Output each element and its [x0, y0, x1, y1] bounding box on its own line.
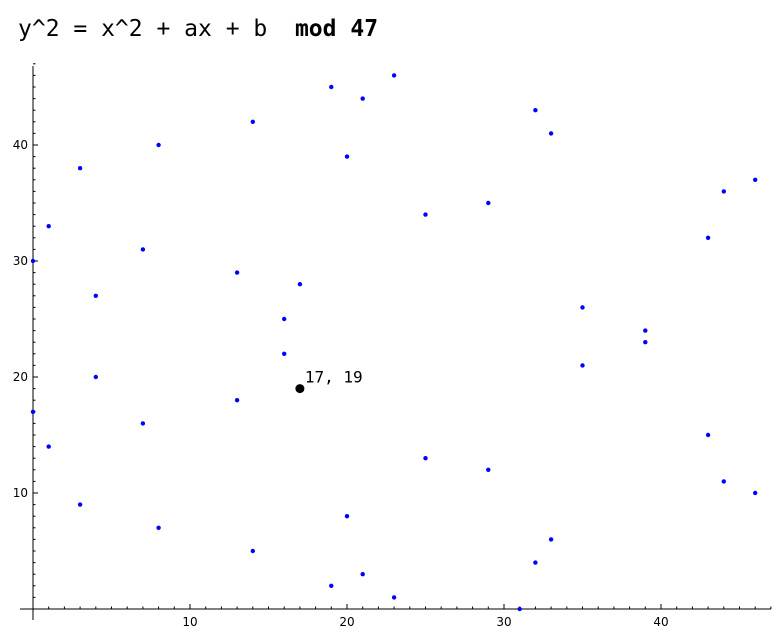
- data-point: [580, 305, 585, 310]
- data-point: [517, 606, 522, 612]
- data-point: [77, 166, 83, 171]
- data-point: [344, 514, 350, 519]
- data-point: [360, 96, 365, 101]
- data-point: [93, 374, 99, 380]
- x-tick-label: 10: [182, 615, 197, 629]
- data-point: [156, 142, 161, 148]
- data-point: [329, 583, 334, 588]
- data-point: [643, 328, 648, 333]
- data-point: [329, 84, 334, 90]
- data-point: [721, 189, 726, 194]
- data-point: [77, 502, 83, 507]
- x-tick-label: 40: [653, 615, 668, 629]
- data-point: [282, 316, 287, 322]
- x-tick-label: 30: [496, 615, 511, 629]
- highlight-label: 17, 19: [305, 368, 363, 387]
- data-point: [423, 212, 428, 217]
- data-point: [46, 224, 51, 229]
- y-tick-label: 40: [13, 138, 28, 152]
- data-point: [391, 73, 397, 78]
- y-tick-label: 10: [13, 486, 28, 500]
- data-point: [753, 490, 758, 496]
- title-modulus: mod 47: [294, 16, 379, 42]
- data-point: [156, 525, 161, 530]
- data-point: [234, 398, 240, 403]
- title-formula: y^2 = x^2 + ax + b: [18, 16, 268, 42]
- data-point: [548, 537, 554, 542]
- data-point: [46, 444, 51, 449]
- data-point: [344, 154, 350, 159]
- data-point: [580, 363, 585, 368]
- data-point: [705, 432, 711, 438]
- data-point: [533, 560, 538, 565]
- data-point: [486, 467, 491, 472]
- data-point: [234, 270, 240, 275]
- data-point: [250, 548, 255, 554]
- axes: [20, 66, 771, 620]
- data-point: [140, 247, 146, 252]
- data-point: [533, 108, 538, 113]
- ticks: 10 20 30 40 10 20 30 40: [13, 63, 772, 629]
- data-point: [548, 131, 554, 136]
- data-point: [486, 200, 491, 206]
- data-point: [93, 293, 99, 298]
- data-point: [360, 572, 365, 577]
- x-tick-label: 20: [339, 615, 354, 629]
- y-tick-label: 30: [13, 254, 28, 268]
- data-points: [30, 73, 758, 612]
- data-point: [643, 340, 648, 345]
- highlight-group: 17, 19: [295, 368, 363, 394]
- highlight-point: [295, 384, 305, 394]
- data-point: [721, 479, 726, 484]
- y-tick-label: 20: [13, 370, 28, 384]
- data-point: [140, 421, 146, 426]
- data-point: [753, 177, 758, 182]
- data-point: [30, 258, 36, 264]
- data-point: [30, 409, 36, 414]
- data-point: [705, 235, 711, 240]
- data-point: [282, 351, 287, 356]
- data-point: [250, 119, 255, 125]
- data-point: [391, 595, 397, 600]
- chart-title: y^2 = x^2 + ax + b mod 47: [18, 16, 378, 42]
- data-point: [297, 282, 303, 287]
- data-point: [423, 456, 428, 461]
